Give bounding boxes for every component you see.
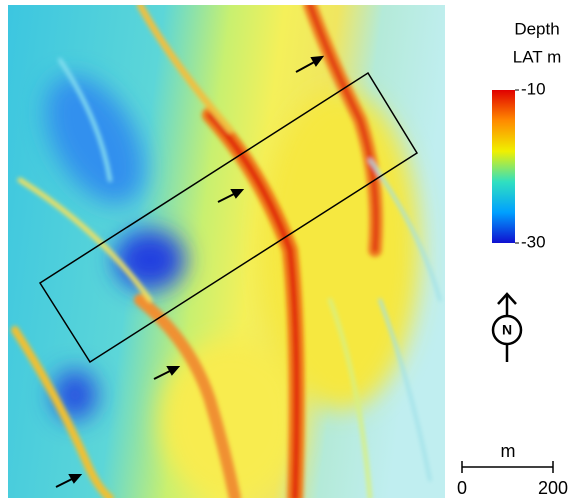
bathymetry-map	[8, 5, 445, 500]
legend-title: LAT m	[513, 47, 562, 66]
page: Depth LAT m N m -10 -30 0 200	[0, 0, 577, 502]
north-label: N	[502, 322, 512, 338]
legend-title: Depth	[514, 19, 559, 38]
scale-tick-label: 200	[538, 478, 568, 498]
colorbar-tick-label: -10	[521, 79, 546, 98]
colorbar-tick-label: -30	[521, 232, 546, 251]
scale-unit: m	[501, 441, 516, 461]
colorbar	[492, 90, 515, 243]
scale-tick-label: 0	[457, 478, 467, 498]
